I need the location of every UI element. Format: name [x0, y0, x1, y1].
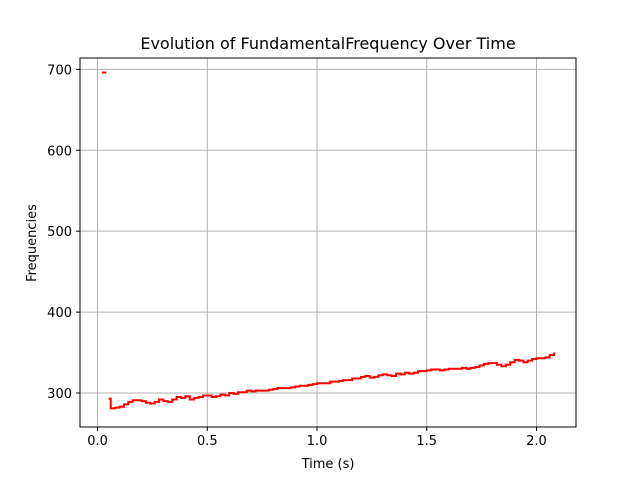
grid: [80, 58, 576, 427]
x-tick-label: 1.5: [416, 434, 437, 449]
x-axis-ticks: 0.0 0.5 1.0 1.5 2.0: [87, 427, 547, 449]
chart-title: Evolution of FundamentalFrequency Over T…: [140, 34, 515, 53]
x-tick-label: 0.0: [87, 434, 108, 449]
y-tick-label: 700: [47, 63, 72, 78]
y-axis-label: Frequencies: [25, 204, 40, 282]
y-axis-ticks: 300 400 500 600 700: [47, 63, 80, 402]
x-axis-label: Time (s): [301, 457, 355, 472]
y-tick-label: 300: [47, 387, 72, 402]
x-tick-label: 0.5: [197, 434, 218, 449]
x-tick-label: 1.0: [307, 434, 328, 449]
axes-frame: [79, 57, 577, 428]
y-tick-label: 500: [47, 225, 72, 240]
y-tick-label: 600: [47, 144, 72, 159]
plot-data: [101, 71, 556, 410]
x-tick-label: 2.0: [526, 434, 547, 449]
series-line-segment-1: [108, 352, 556, 410]
y-tick-label: 400: [47, 306, 72, 321]
